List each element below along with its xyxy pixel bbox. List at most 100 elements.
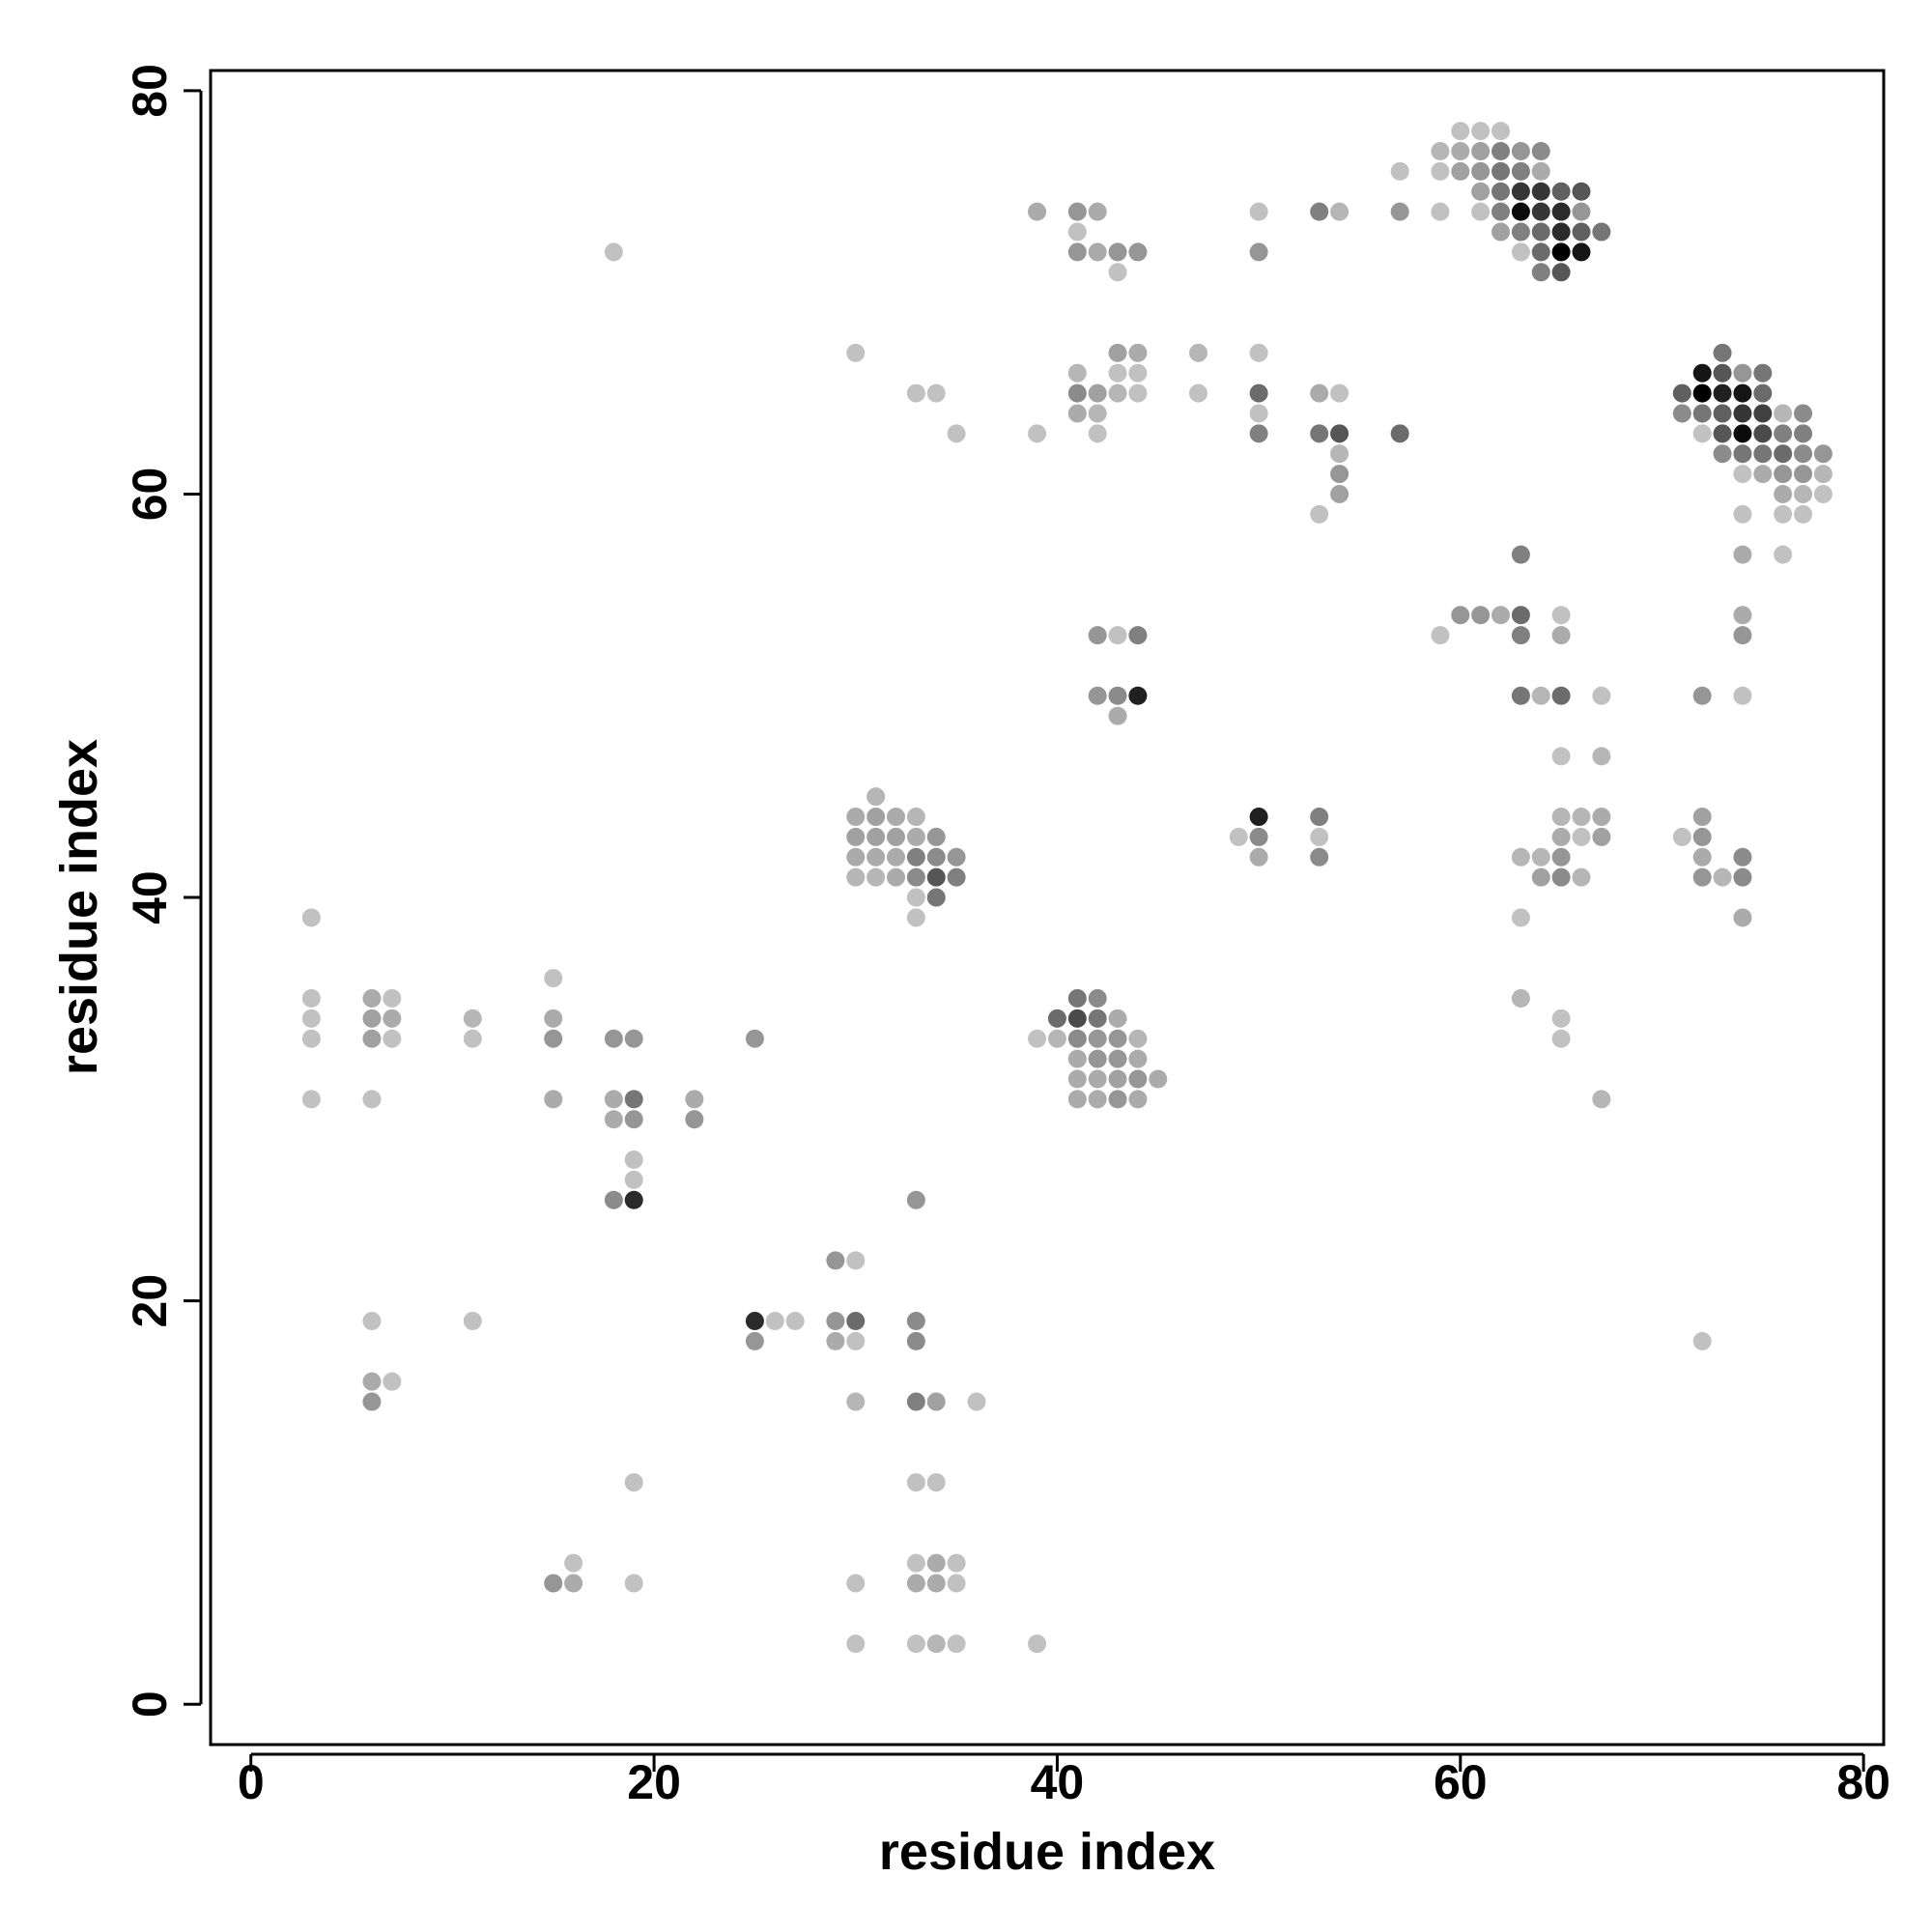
data-point [1511, 242, 1530, 262]
data-point [1753, 465, 1773, 484]
data-point [1390, 161, 1409, 181]
data-point [1088, 686, 1107, 705]
data-point [1531, 202, 1550, 221]
data-point [1128, 1029, 1148, 1048]
data-point [1451, 606, 1470, 625]
data-point [362, 1029, 382, 1048]
data-point [926, 847, 946, 867]
data-point [1128, 343, 1148, 362]
data-point [1067, 1069, 1087, 1089]
data-point [1692, 827, 1712, 846]
data-point [1492, 202, 1511, 221]
data-point [1813, 465, 1833, 484]
data-point [1551, 827, 1571, 846]
data-point [745, 1331, 764, 1350]
data-point [1310, 504, 1329, 524]
data-point [1451, 161, 1470, 181]
data-point [1149, 1069, 1168, 1089]
data-point [1047, 1009, 1066, 1028]
data-point [1128, 384, 1148, 403]
data-point [967, 1392, 986, 1411]
data-point [1249, 404, 1268, 423]
data-point [1551, 222, 1571, 242]
data-point [1128, 242, 1148, 262]
data-point [1592, 222, 1611, 242]
data-point [1451, 142, 1470, 161]
data-point [1572, 222, 1591, 242]
data-point [745, 1029, 764, 1048]
data-point [1471, 142, 1491, 161]
data-point [846, 847, 866, 867]
data-point [1492, 122, 1511, 141]
data-point [926, 384, 946, 403]
data-point [1067, 202, 1087, 221]
data-point [745, 1312, 764, 1331]
data-point [1189, 384, 1208, 403]
data-point [1028, 202, 1047, 221]
data-point [846, 1634, 866, 1654]
data-point [906, 888, 925, 907]
data-point [1330, 202, 1350, 221]
data-point [1431, 142, 1450, 161]
data-point [1511, 606, 1530, 625]
data-point [1511, 161, 1530, 181]
data-point [1733, 545, 1752, 564]
data-point [1794, 404, 1813, 423]
data-point [1088, 384, 1107, 403]
data-point [1753, 384, 1773, 403]
data-point [1794, 444, 1813, 464]
data-point [1471, 161, 1491, 181]
data-point [1511, 142, 1530, 161]
data-point [1692, 424, 1712, 443]
x-tick-label: 20 [627, 1755, 681, 1809]
data-point [1249, 384, 1268, 403]
data-point [947, 424, 966, 443]
data-point [1813, 444, 1833, 464]
data-point [947, 1553, 966, 1573]
data-point [1733, 404, 1752, 423]
data-point [1492, 606, 1511, 625]
data-point [1713, 867, 1732, 887]
data-point [906, 1190, 925, 1209]
data-point [544, 969, 563, 988]
data-point [1774, 504, 1793, 524]
data-point [1551, 242, 1571, 262]
data-point [1531, 867, 1550, 887]
data-point [1128, 1049, 1148, 1068]
data-point [624, 1150, 643, 1169]
data-point [1713, 343, 1732, 362]
data-point [362, 1372, 382, 1391]
data-point [1794, 484, 1813, 503]
data-point [1733, 384, 1752, 403]
y-tick-label: 60 [123, 468, 177, 522]
data-point [383, 988, 402, 1008]
data-point [1088, 424, 1107, 443]
data-point [846, 808, 866, 827]
data-point [1733, 626, 1752, 645]
data-point [1108, 1069, 1127, 1089]
data-point [1471, 202, 1491, 221]
data-point [906, 1574, 925, 1593]
data-point [685, 1110, 704, 1129]
y-tick-label: 20 [123, 1274, 177, 1328]
x-axis-title: residue index [879, 1823, 1215, 1881]
data-point [906, 1312, 925, 1331]
data-point [1492, 161, 1511, 181]
data-point [1492, 222, 1511, 242]
data-point [1431, 161, 1450, 181]
data-point [544, 1029, 563, 1048]
data-point [906, 1392, 925, 1411]
data-point [947, 1574, 966, 1593]
data-point [362, 1392, 382, 1411]
data-point [926, 1553, 946, 1573]
data-point [1128, 1090, 1148, 1109]
data-point [1672, 384, 1691, 403]
data-point [624, 1090, 643, 1109]
data-point [1431, 626, 1450, 645]
data-point [604, 1110, 623, 1129]
data-point [1330, 444, 1350, 464]
data-point [1733, 867, 1752, 887]
data-point [1572, 242, 1591, 262]
data-point [1692, 847, 1712, 867]
data-point [1390, 424, 1409, 443]
